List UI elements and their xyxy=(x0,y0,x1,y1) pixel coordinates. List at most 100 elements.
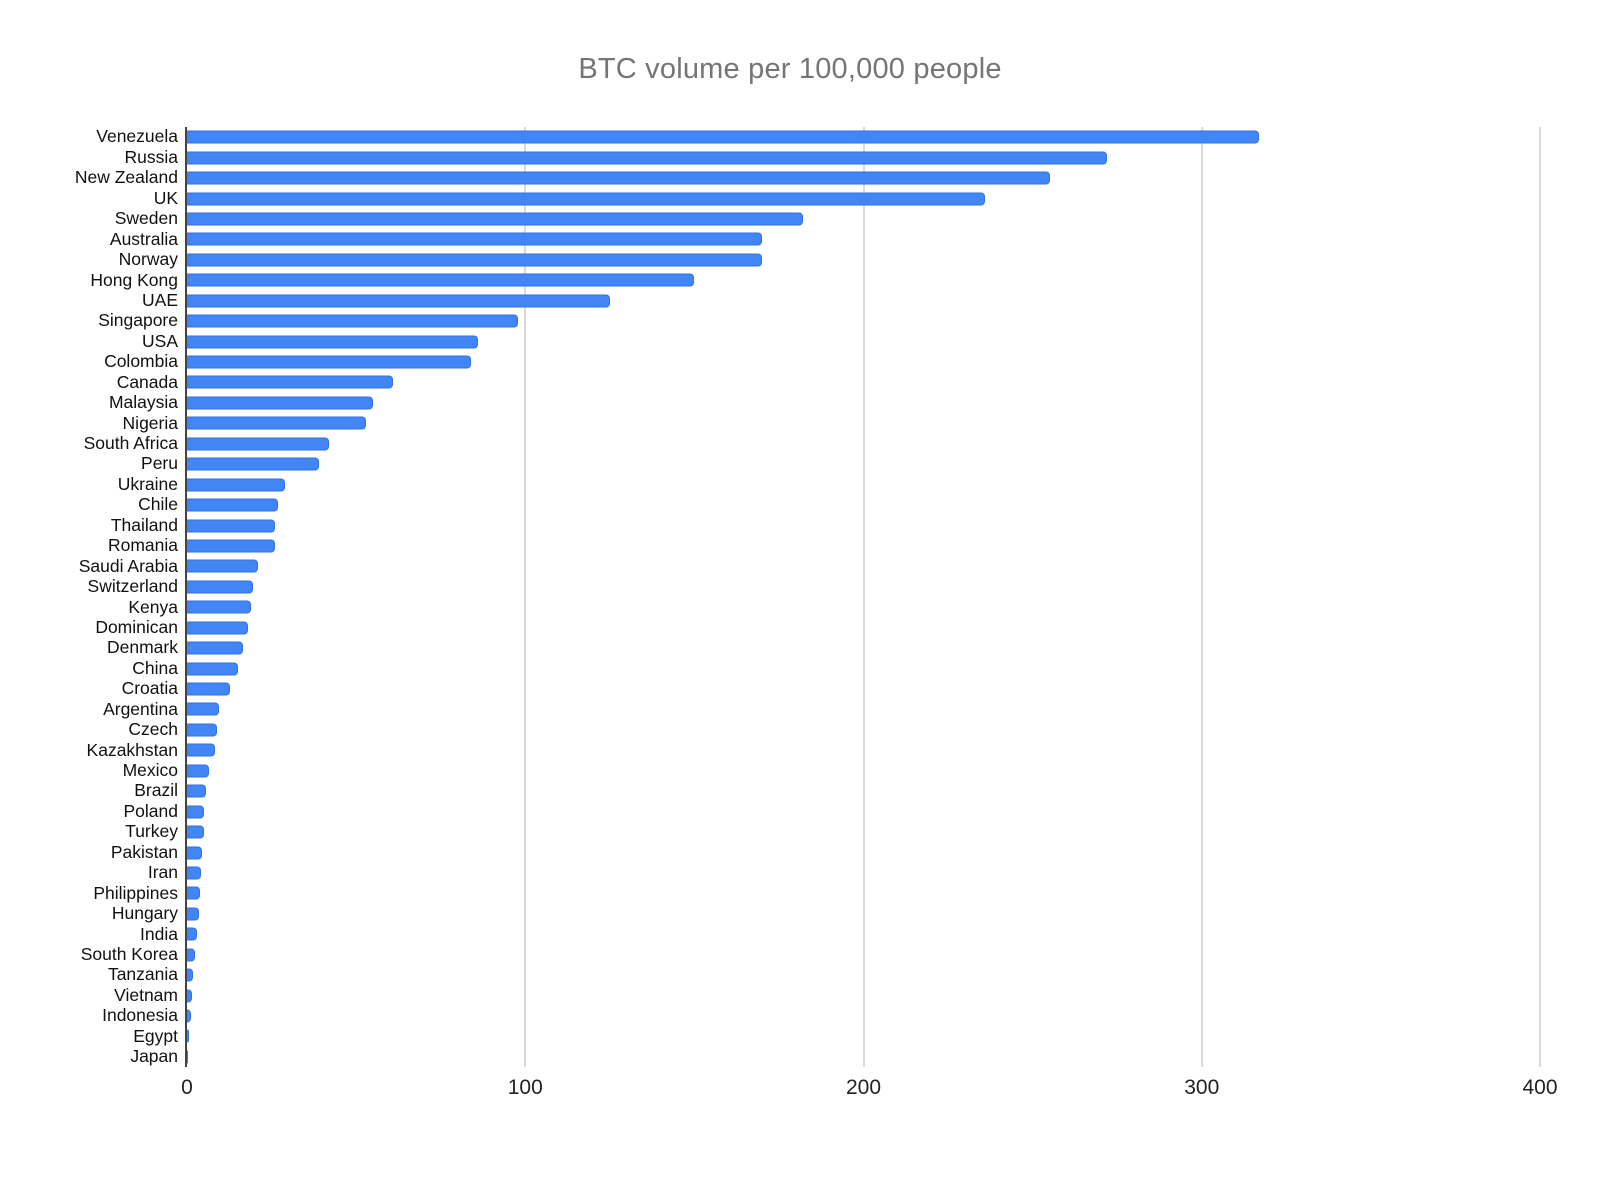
bar-row xyxy=(187,822,1540,842)
bar-row xyxy=(187,801,1540,821)
category-label: Argentina xyxy=(103,698,178,719)
bar-row xyxy=(187,474,1540,494)
bar xyxy=(187,641,243,655)
category-label: Colombia xyxy=(104,351,178,372)
bar-row xyxy=(187,311,1540,331)
category-label: South Korea xyxy=(80,943,178,964)
bar xyxy=(187,130,1260,144)
category-label: Ukraine xyxy=(117,473,178,494)
bars-container xyxy=(187,127,1540,1067)
bar xyxy=(187,478,286,492)
bar xyxy=(187,1029,190,1043)
bar xyxy=(187,723,218,737)
bar xyxy=(187,621,248,635)
category-label: Brazil xyxy=(134,780,178,801)
bar xyxy=(187,396,374,410)
bar xyxy=(187,805,204,819)
category-label: Venezuela xyxy=(96,126,178,147)
bar xyxy=(187,437,330,451)
bar xyxy=(187,375,394,389)
bar xyxy=(187,580,253,594)
category-label: Iran xyxy=(147,862,178,883)
gridline xyxy=(862,127,865,1067)
bar xyxy=(187,1009,191,1023)
bar-row xyxy=(187,781,1540,801)
bar xyxy=(187,825,204,839)
category-label: UAE xyxy=(142,289,178,310)
bar-row xyxy=(187,393,1540,413)
plot-area xyxy=(185,127,1541,1067)
bar-row xyxy=(187,127,1540,147)
bar xyxy=(187,784,206,798)
category-label: Saudi Arabia xyxy=(78,555,178,576)
bar xyxy=(187,171,1050,185)
bar-row xyxy=(187,556,1540,576)
category-label: Switzerland xyxy=(87,576,178,597)
bar xyxy=(187,192,986,206)
category-label: Singapore xyxy=(98,310,178,331)
bar-row xyxy=(187,291,1540,311)
bar-row xyxy=(187,618,1540,638)
category-label: Russia xyxy=(124,146,179,167)
bar-row xyxy=(187,454,1540,474)
x-tick-label: 100 xyxy=(507,1076,543,1099)
bar-row xyxy=(187,372,1540,392)
category-label: Egypt xyxy=(133,1025,178,1046)
category-label: Japan xyxy=(130,1046,178,1067)
category-label: Vietnam xyxy=(114,984,178,1005)
bar-row xyxy=(187,1047,1540,1067)
bar-row xyxy=(187,270,1540,290)
category-labels: Venezuela Russia New Zealand UK Sweden Austra… xyxy=(0,127,178,1067)
bar-row xyxy=(187,985,1540,1005)
category-label: Indonesia xyxy=(102,1005,178,1026)
bar xyxy=(187,662,238,676)
bar-row xyxy=(187,434,1540,454)
bar xyxy=(187,519,275,533)
x-tick-label: 300 xyxy=(1184,1076,1220,1099)
x-tick-label: 0 xyxy=(181,1076,193,1099)
bar xyxy=(187,335,478,349)
bar-row xyxy=(187,720,1540,740)
gridline xyxy=(1200,127,1203,1067)
category-label: Nigeria xyxy=(122,412,178,433)
bar-row xyxy=(187,863,1540,883)
bar xyxy=(187,498,279,512)
category-label: Peru xyxy=(141,453,178,474)
category-label: Sweden xyxy=(114,208,178,229)
bar-row xyxy=(187,965,1540,985)
category-label: Hong Kong xyxy=(90,269,178,290)
bar-row xyxy=(187,740,1540,760)
bar xyxy=(187,846,202,860)
bar xyxy=(187,416,367,430)
category-label: Canada xyxy=(116,371,178,392)
bar-row xyxy=(187,761,1540,781)
bar xyxy=(187,151,1108,165)
category-label: Czech xyxy=(128,719,178,740)
bar-row xyxy=(187,658,1540,678)
bar xyxy=(187,457,319,471)
bar-row xyxy=(187,1006,1540,1026)
bar xyxy=(187,682,230,696)
bar-row xyxy=(187,413,1540,433)
x-axis-ticks: 0 100 200 300 400 xyxy=(181,1076,1557,1109)
bar-row xyxy=(187,1026,1540,1046)
bar xyxy=(187,232,763,246)
bar-row xyxy=(187,842,1540,862)
y-axis-line xyxy=(185,127,187,1067)
bar-row xyxy=(187,495,1540,515)
bar-row xyxy=(187,945,1540,965)
category-label: Kenya xyxy=(128,596,178,617)
category-label: Malaysia xyxy=(108,392,178,413)
category-label: UK xyxy=(153,187,178,208)
x-tick-label: 200 xyxy=(845,1076,882,1099)
category-label: Romania xyxy=(107,535,178,556)
category-label: Chile xyxy=(138,494,178,515)
bar-row xyxy=(187,229,1540,249)
bar-row xyxy=(187,250,1540,270)
gridline xyxy=(524,127,527,1067)
category-label: Norway xyxy=(118,249,178,270)
bar-row xyxy=(187,168,1540,188)
category-label: Dominican xyxy=(95,616,178,637)
bar xyxy=(187,927,197,941)
bar xyxy=(187,743,216,757)
